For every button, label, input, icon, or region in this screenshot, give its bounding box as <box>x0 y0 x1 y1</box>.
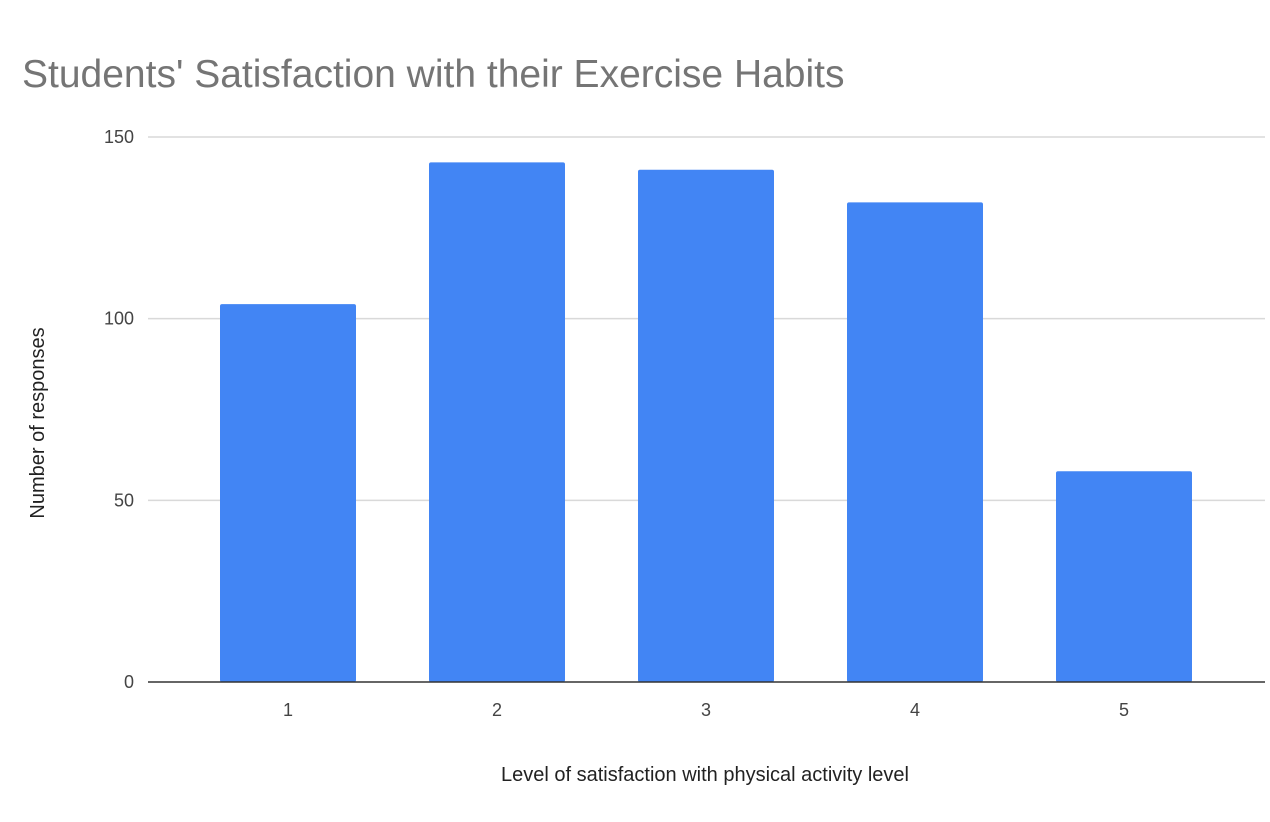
x-axis-title: Level of satisfaction with physical acti… <box>501 764 909 786</box>
chart-title: Students' Satisfaction with their Exerci… <box>22 53 845 96</box>
x-tick-label: 5 <box>1119 700 1129 720</box>
y-tick-label: 150 <box>104 127 134 147</box>
bar <box>1056 471 1192 682</box>
y-tick-label: 100 <box>104 309 134 329</box>
x-tick-label: 2 <box>492 700 502 720</box>
bar <box>638 169 774 682</box>
bar <box>429 162 565 682</box>
x-tick-label: 3 <box>701 700 711 720</box>
y-axis-title: Number of responses <box>27 327 49 518</box>
y-axis-ticks: 0 50 100 150 <box>104 127 134 692</box>
bar <box>847 202 983 682</box>
x-axis-ticks: 1 2 3 4 5 <box>283 700 1129 720</box>
bars <box>220 162 1192 682</box>
x-tick-label: 1 <box>283 700 293 720</box>
x-tick-label: 4 <box>910 700 920 720</box>
y-tick-label: 0 <box>124 672 134 692</box>
bar <box>220 304 356 682</box>
y-tick-label: 50 <box>114 490 134 510</box>
